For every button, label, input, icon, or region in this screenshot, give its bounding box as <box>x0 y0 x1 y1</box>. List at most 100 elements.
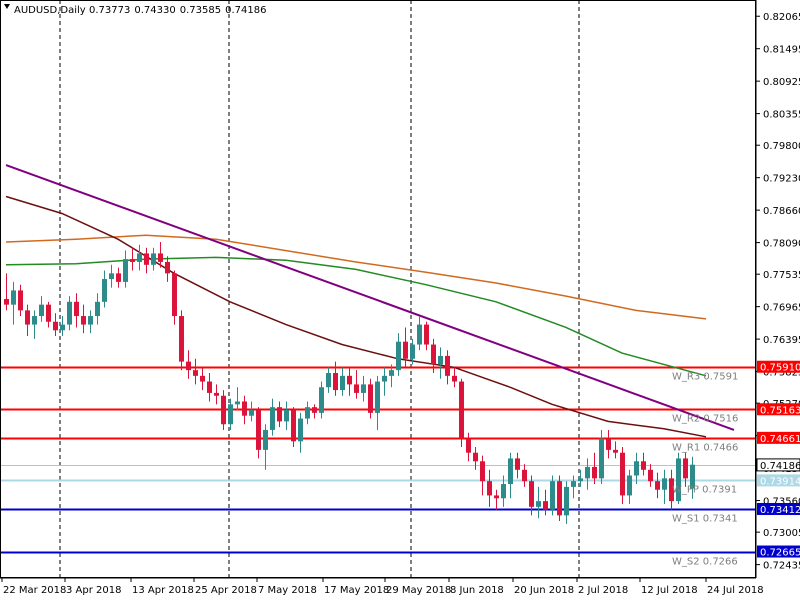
candle-body <box>277 407 282 422</box>
candle-body <box>207 381 212 393</box>
moving-average-orange <box>5 234 707 320</box>
price-level-tag <box>757 545 800 558</box>
price-tick-label: 0.75825 <box>763 368 800 379</box>
price-level-tag-text: 0.73412 <box>760 505 800 516</box>
price-level-tag-text: 0.74186 <box>760 461 800 472</box>
candle-body <box>375 381 380 413</box>
candle-body <box>88 316 93 325</box>
candle-body <box>599 438 604 479</box>
price-level-tag <box>757 502 800 515</box>
candle-body <box>501 484 506 499</box>
candle-body <box>389 370 394 376</box>
candle-body <box>221 395 226 425</box>
price-tick-label: 0.73005 <box>763 528 800 539</box>
candle-body <box>557 481 562 516</box>
candle-body <box>242 401 247 416</box>
candle-body <box>473 452 478 462</box>
candle-body <box>67 301 72 325</box>
time-tick-label: 29 May 2018 <box>386 585 451 596</box>
candle-body <box>235 401 240 405</box>
candle-body <box>81 316 86 325</box>
candle-body <box>480 461 485 482</box>
grid-separators <box>59 0 580 578</box>
symbol-label: AUDUSD,Daily <box>14 5 86 16</box>
candle-body <box>368 384 373 413</box>
time-tick-label: 22 Mar 2018 <box>3 585 66 596</box>
candle-body <box>179 316 184 362</box>
price-tick-label: 0.80925 <box>763 77 800 88</box>
price-level-tag <box>756 458 800 472</box>
candle-body <box>592 466 597 479</box>
descending-trendline <box>5 164 735 431</box>
candle-body <box>116 273 121 282</box>
price-level-tag-text: 0.72665 <box>760 548 800 559</box>
candle-body <box>39 304 44 317</box>
candle-body <box>347 375 352 385</box>
candle-body <box>536 501 541 507</box>
candle-body <box>585 466 590 479</box>
time-tick-label: 3 Apr 2018 <box>66 585 121 596</box>
candle-body <box>662 478 667 490</box>
candle-body <box>634 461 639 476</box>
candle-body <box>284 410 289 422</box>
candle-body <box>424 324 429 345</box>
price-level-tag-text: 0.74661 <box>760 434 800 445</box>
dropdown-triangle-icon[interactable] <box>4 4 10 9</box>
candle-body <box>249 410 254 416</box>
candle-body <box>305 407 310 419</box>
candle-body <box>200 375 205 382</box>
price-tick-label: 0.76395 <box>763 335 800 346</box>
candle-body <box>312 407 317 413</box>
time-tick-label: 13 Apr 2018 <box>132 585 194 596</box>
time-tick-label: 2 Jul 2018 <box>578 585 628 596</box>
candle-body <box>550 481 555 510</box>
candle-body <box>361 384 366 393</box>
candle-body <box>11 290 16 305</box>
plot-border <box>0 0 756 578</box>
candle-body <box>228 404 233 425</box>
candle-body <box>431 344 436 365</box>
candle-body <box>648 469 653 482</box>
candle-body <box>137 253 142 262</box>
candle-body <box>165 261 170 274</box>
candle-body <box>354 384 359 393</box>
time-tick-label: 24 Jul 2018 <box>707 585 764 596</box>
moving-average-brown <box>5 195 707 438</box>
candle-body <box>487 481 492 496</box>
pivot-level-label: W_R3 0.7591 <box>672 372 738 383</box>
pivot-levels <box>0 366 756 554</box>
price-level-tag <box>757 474 800 487</box>
candle-body <box>270 407 275 430</box>
candles <box>4 242 695 524</box>
time-tick-label: 20 Jun 2018 <box>514 585 574 596</box>
candle-body <box>529 481 534 507</box>
candle-body <box>95 301 100 317</box>
candle-body <box>53 321 58 331</box>
price-level-tag <box>757 403 800 416</box>
candle-body <box>494 495 499 499</box>
price-tick-label: 0.80355 <box>763 110 800 121</box>
candle-body <box>466 438 471 453</box>
candle-body <box>676 458 681 502</box>
candle-body <box>543 501 548 510</box>
candle-body <box>438 355 443 365</box>
candle-body <box>690 464 695 489</box>
time-tick-label: 25 Apr 2018 <box>195 585 257 596</box>
candle-body <box>172 273 177 317</box>
candle-body <box>291 410 296 442</box>
price-tick-label: 0.76965 <box>763 303 800 314</box>
candle-body <box>515 458 520 470</box>
price-tick-label: 0.77535 <box>763 270 800 281</box>
time-axis: 22 Mar 2018 3 Apr 2018 13 Apr 2018 25 Apr 2… <box>1 578 764 596</box>
candle-body <box>46 304 51 322</box>
candle-body <box>74 301 79 317</box>
candle-body <box>606 438 611 450</box>
chart-header: AUDUSD,Daily 0.73773 0.74330 0.73585 0.7418… <box>4 4 266 16</box>
candle-body <box>144 253 149 265</box>
